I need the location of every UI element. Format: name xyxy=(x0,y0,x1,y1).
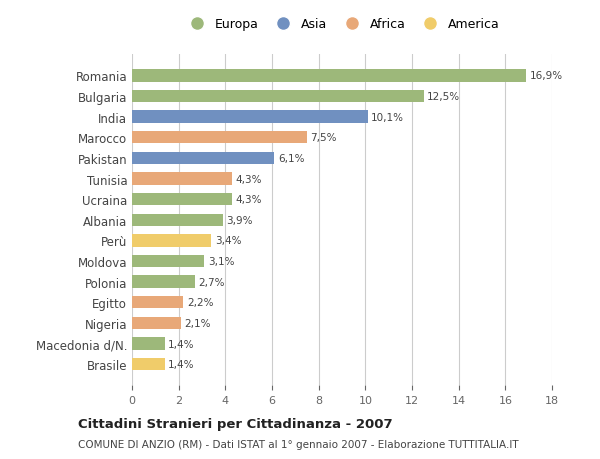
Bar xyxy=(132,297,184,309)
Text: 6,1%: 6,1% xyxy=(278,154,304,163)
Text: 3,9%: 3,9% xyxy=(227,215,253,225)
Text: COMUNE DI ANZIO (RM) - Dati ISTAT al 1° gennaio 2007 - Elaborazione TUTTITALIA.I: COMUNE DI ANZIO (RM) - Dati ISTAT al 1° … xyxy=(78,440,518,449)
Text: 2,7%: 2,7% xyxy=(199,277,225,287)
Text: 3,1%: 3,1% xyxy=(208,257,235,267)
Text: 1,4%: 1,4% xyxy=(168,359,194,369)
Bar xyxy=(132,132,307,144)
Text: 7,5%: 7,5% xyxy=(311,133,337,143)
Bar xyxy=(132,173,232,185)
Bar xyxy=(132,338,164,350)
Bar xyxy=(132,255,205,268)
Text: 1,4%: 1,4% xyxy=(168,339,194,349)
Bar xyxy=(132,214,223,226)
Text: 16,9%: 16,9% xyxy=(530,71,563,81)
Bar xyxy=(132,317,181,330)
Bar xyxy=(132,152,274,165)
Text: 3,4%: 3,4% xyxy=(215,236,241,246)
Text: 10,1%: 10,1% xyxy=(371,112,404,123)
Legend: Europa, Asia, Africa, America: Europa, Asia, Africa, America xyxy=(184,18,500,31)
Bar xyxy=(132,91,424,103)
Text: 2,1%: 2,1% xyxy=(185,318,211,328)
Bar xyxy=(132,358,164,370)
Bar xyxy=(132,70,526,83)
Text: Cittadini Stranieri per Cittadinanza - 2007: Cittadini Stranieri per Cittadinanza - 2… xyxy=(78,417,392,430)
Text: 4,3%: 4,3% xyxy=(236,195,262,205)
Bar xyxy=(132,194,232,206)
Text: 2,2%: 2,2% xyxy=(187,297,214,308)
Text: 4,3%: 4,3% xyxy=(236,174,262,184)
Bar xyxy=(132,235,211,247)
Text: 12,5%: 12,5% xyxy=(427,92,460,102)
Bar xyxy=(132,276,195,288)
Bar xyxy=(132,111,368,123)
